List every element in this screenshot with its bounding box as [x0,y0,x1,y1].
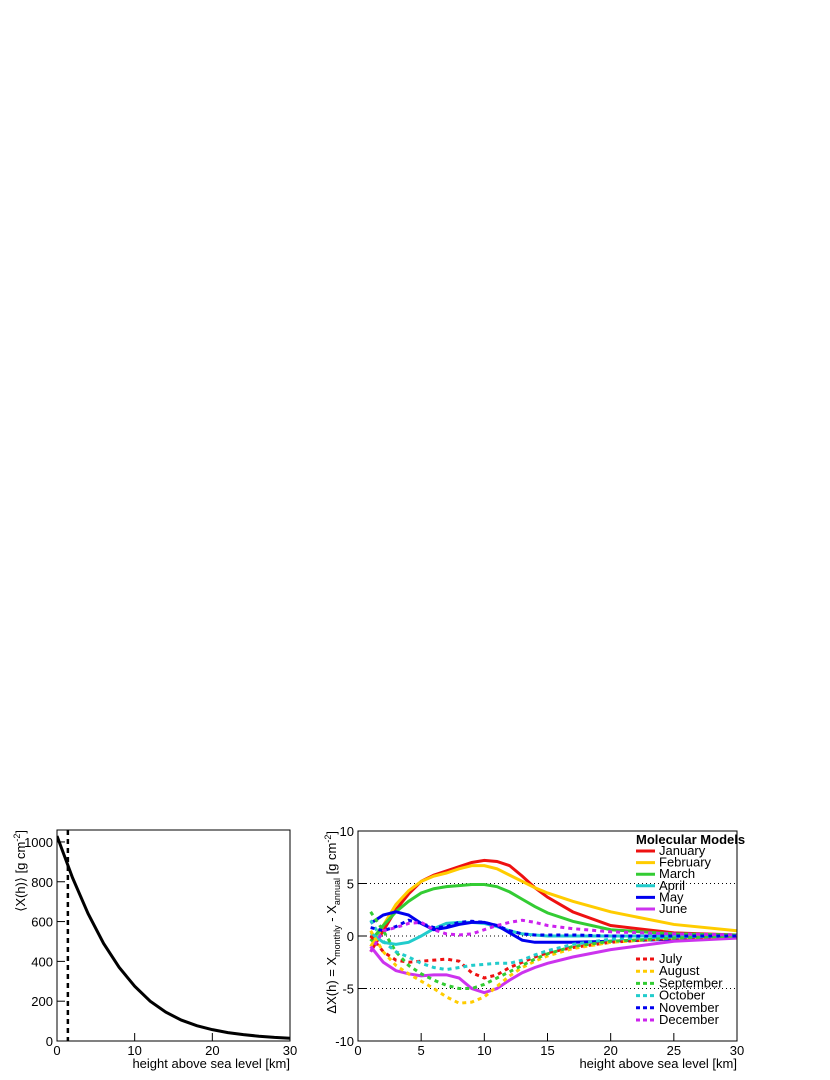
data-line [369,919,737,972]
x-tick-label: 10 [127,1043,141,1058]
y-tick-label: -5 [342,982,354,997]
y-axis-title-part: ΔX(h) = X [324,957,339,1014]
y-axis-title-part: ] [13,830,28,834]
x-tick-label: 10 [477,1043,491,1058]
y-tick-label: 0 [46,1034,53,1049]
y-tick-label: 200 [31,994,53,1009]
y-tick-label: 600 [31,915,53,930]
y-axis-title-part: ⟨X(h)⟩ [g cm [13,842,28,912]
data-line [370,918,737,938]
x-tick-label: 30 [283,1043,297,1058]
y-tick-label: 5 [347,877,354,892]
x-tick-label: 0 [53,1043,60,1058]
data-line [369,918,737,953]
y-axis-title: ⟨X(h)⟩ [g cm-2] [12,830,28,912]
legend-title: Molecular Models [636,832,745,847]
x-tick-label: 0 [354,1043,361,1058]
x-axis-title: height above sea level [km] [579,1056,737,1071]
legend-label: April [659,878,685,893]
legend-label: March [659,866,695,881]
data-line [57,835,290,1040]
y-tick-label: 10 [340,824,354,839]
legend-label: July [659,951,683,966]
y-axis-title: ΔX(h) = Xmonthly - Xannual [g cm-2] [323,831,342,1014]
legend-label: January [659,843,706,858]
y-tick-label: -10 [335,1034,354,1049]
y-axis-title-part: - X [324,905,339,926]
y-axis-title-part: -2 [12,834,22,842]
y-tick-label: 0 [347,929,354,944]
x-tick-label: 30 [730,1043,744,1058]
x-tick-label: 15 [540,1043,554,1058]
y-axis-title-part: annual [332,878,342,905]
data-line [369,864,737,948]
x-tick-label: 25 [667,1043,681,1058]
y-axis-title-part: monthly [332,925,342,957]
data-line [369,934,737,980]
legend-label: September [659,975,723,990]
legend-label: February [659,855,712,870]
legend-label: August [659,963,700,978]
y-axis-title-part: ] [324,831,339,835]
x-tick-label: 5 [418,1043,425,1058]
legend-label: October [659,988,706,1003]
plot-frame [357,830,738,1042]
x-tick-label: 20 [603,1043,617,1058]
legend-label: June [659,901,687,916]
data-line [369,858,737,953]
legend-label: November [659,1000,720,1015]
y-tick-label: 1000 [24,835,53,850]
y-axis-title-part: -2 [323,835,333,843]
y-tick-label: 400 [31,954,53,969]
plot-frame [56,829,291,1042]
data-line [369,929,737,1005]
data-line [369,910,737,944]
data-line [369,883,737,943]
y-axis-title-part: [g cm [324,843,339,878]
data-line [369,911,737,990]
y-tick-label: 800 [31,875,53,890]
x-axis-title: height above sea level [km] [132,1056,290,1071]
legend-label: May [659,889,684,904]
legend-label: December [659,1012,720,1027]
x-tick-label: 20 [205,1043,219,1058]
